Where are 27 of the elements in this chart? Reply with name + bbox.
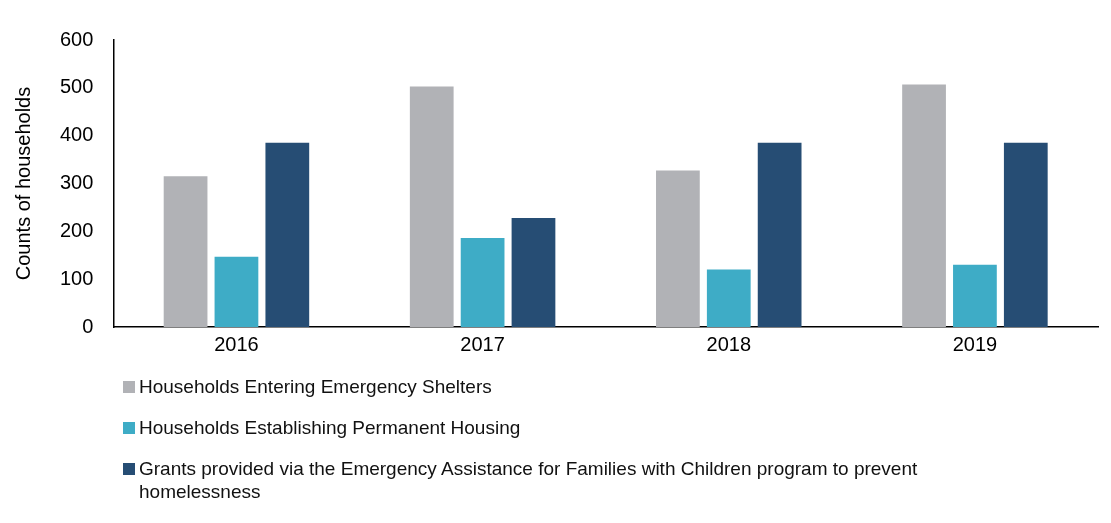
bar: [409, 86, 454, 327]
legend-label: Grants provided via the Emergency Assistance for Families with Children program to prevent homelessness: [139, 457, 919, 503]
y-tick-label: 500: [59, 75, 94, 98]
bar: [902, 84, 946, 327]
bar: [460, 238, 505, 327]
x-tick-label: 2018: [706, 332, 752, 355]
legend-label: Households Establishing Permanent Housing: [139, 416, 521, 439]
y-tick-label: 0: [82, 314, 94, 337]
y-tick-label: 200: [59, 218, 94, 241]
bar: [1003, 142, 1048, 327]
bar: [214, 256, 259, 327]
bar: [265, 142, 310, 327]
x-tick-label: 2019: [952, 332, 998, 355]
x-tick-label: 2017: [460, 332, 505, 355]
y-axis-title: Counts of households: [11, 86, 34, 281]
x-tick-label: 2016: [214, 332, 259, 355]
bar: [163, 176, 208, 327]
y-tick-label: 600: [59, 27, 94, 50]
legend-label: Households Entering Emergency Shelters: [139, 375, 492, 398]
bar: [656, 170, 700, 327]
bar: [953, 264, 997, 327]
y-tick-label: 100: [59, 266, 94, 289]
bar: [757, 142, 802, 327]
bar: [511, 217, 556, 327]
bar: [706, 269, 751, 327]
y-tick-label: 300: [59, 171, 94, 194]
y-tick-label: 400: [59, 123, 94, 146]
